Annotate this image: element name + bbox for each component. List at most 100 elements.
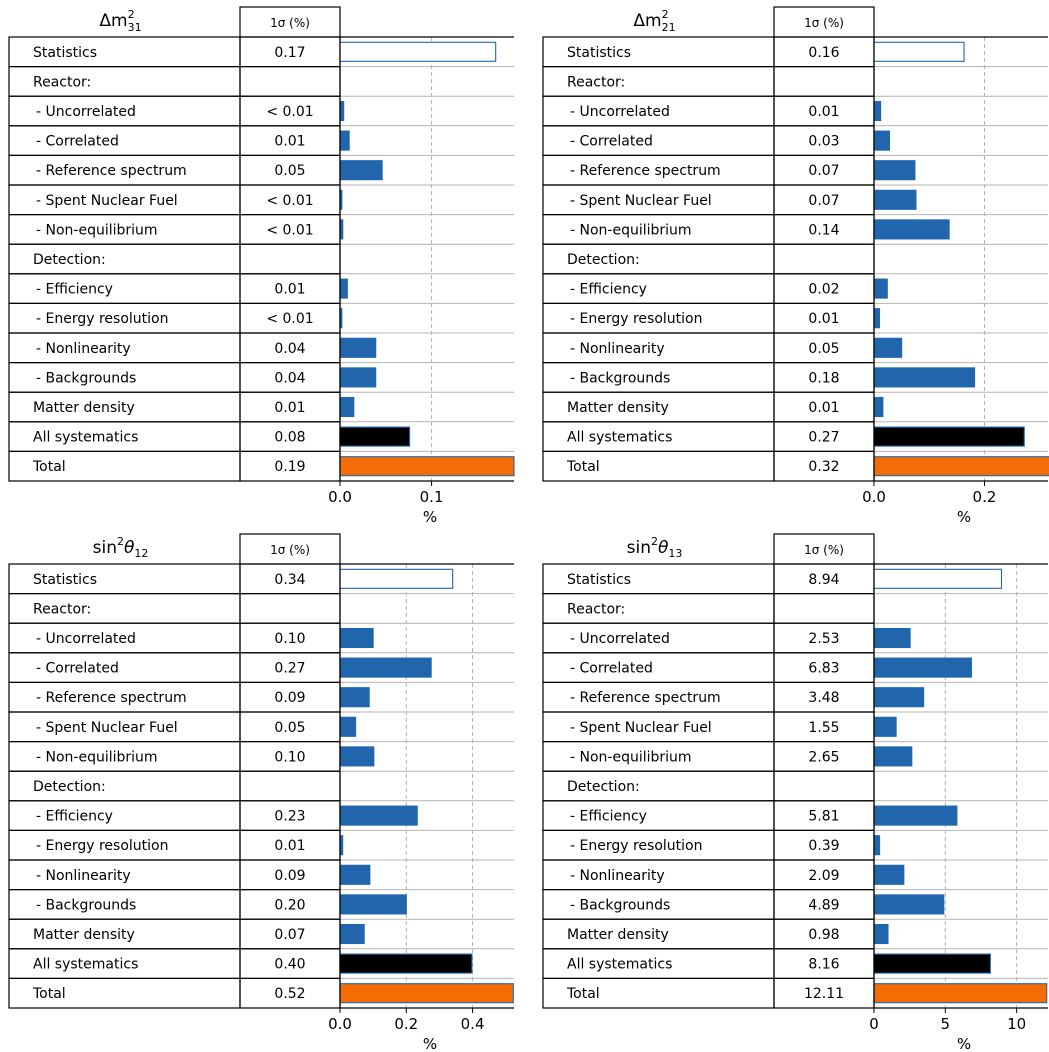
x-tick-label: 0.4 xyxy=(461,1015,485,1033)
row-label: - Backgrounds xyxy=(36,897,136,913)
title-superscript: 2 xyxy=(128,8,135,21)
row-sigma: < 0.01 xyxy=(266,222,313,238)
bar-bar xyxy=(339,687,370,708)
bar-total xyxy=(873,456,1049,477)
row-label: - Efficiency xyxy=(570,809,647,825)
row-label: Matter density xyxy=(567,927,669,943)
row-label: - Uncorrelated xyxy=(36,631,136,647)
row-sigma: 12.11 xyxy=(804,986,844,1002)
row-label: - Correlated xyxy=(36,134,119,150)
row-label: - Efficiency xyxy=(36,809,113,825)
sigma-cell xyxy=(773,770,875,802)
bar-syst xyxy=(339,953,473,974)
row-label: - Uncorrelated xyxy=(570,631,670,647)
row-label: - Reference spectrum xyxy=(570,690,721,706)
title-subscript: 13 xyxy=(668,547,682,560)
row-sigma: 6.83 xyxy=(808,661,839,677)
row-sigma: 0.01 xyxy=(274,838,305,854)
bar-bar xyxy=(339,367,377,388)
row-sigma: 8.94 xyxy=(808,572,839,588)
row-sigma: 0.52 xyxy=(274,986,305,1002)
row-sigma: 0.20 xyxy=(274,897,305,913)
row-label: Detection: xyxy=(567,252,640,268)
row-sigma: 0.05 xyxy=(274,163,305,179)
bar-bar xyxy=(873,308,881,329)
bar-bar xyxy=(873,278,888,299)
bar-stat xyxy=(873,568,1003,589)
bar-bar xyxy=(339,337,377,358)
row-sigma: 0.19 xyxy=(274,459,305,475)
row-label: - Nonlinearity xyxy=(36,341,131,357)
row-label: - Energy resolution xyxy=(36,311,168,327)
row-label: - Uncorrelated xyxy=(570,104,670,120)
panel-3: sin2θ12 1σ (%) Statistics 0.34 Reactor: - Unc… xyxy=(8,533,514,1052)
panel-1: Δm2 31 1σ (%) Statistics 0.17 Reactor: - Uncor… xyxy=(8,6,515,526)
row-label: - Spent Nuclear Fuel xyxy=(570,720,712,736)
bar-bar xyxy=(873,627,911,649)
row-sigma: 0.03 xyxy=(808,134,839,150)
row-label: Matter density xyxy=(33,927,135,943)
row-sigma: 0.05 xyxy=(808,341,839,357)
row-label: Statistics xyxy=(567,45,631,61)
x-axis-label: % xyxy=(957,508,971,526)
row-sigma: 0.17 xyxy=(274,45,305,61)
panel-title: Δm2 31 xyxy=(99,8,141,34)
title-subscript: 21 xyxy=(662,21,676,34)
row-sigma: 0.01 xyxy=(808,400,839,416)
row-sigma: 1.55 xyxy=(808,720,839,736)
row-label: - Reference spectrum xyxy=(36,690,187,706)
row-sigma: 0.23 xyxy=(274,809,305,825)
bar-bar xyxy=(339,894,407,915)
row-label: - Nonlinearity xyxy=(36,868,131,884)
sigma-cell xyxy=(239,770,341,802)
bar-bar xyxy=(873,835,881,856)
row-sigma: 0.09 xyxy=(274,868,305,884)
row-sigma: 8.16 xyxy=(808,957,839,973)
x-tick-label: 0.2 xyxy=(973,488,997,506)
row-label: - Non-equilibrium xyxy=(36,749,158,765)
row-sigma: 0.32 xyxy=(808,459,839,475)
bar-bar xyxy=(339,130,350,151)
row-sigma: 2.53 xyxy=(808,631,839,647)
bar-bar xyxy=(873,923,889,945)
title-superscript: 2 xyxy=(662,8,669,21)
x-tick-label: 0.0 xyxy=(328,488,352,506)
row-label: - Nonlinearity xyxy=(570,868,665,884)
bar-bar xyxy=(339,627,374,649)
bar-bar xyxy=(873,894,945,915)
row-sigma: 3.48 xyxy=(808,690,839,706)
title-subscript: 12 xyxy=(134,547,148,560)
x-axis-label: % xyxy=(423,1035,437,1052)
row-label: All systematics xyxy=(33,957,138,973)
row-label: Reactor: xyxy=(567,601,625,617)
row-sigma: 0.10 xyxy=(274,631,305,647)
row-sigma: 0.01 xyxy=(274,400,305,416)
row-label: - Correlated xyxy=(36,661,119,677)
sigma-header: 1σ (%) xyxy=(804,16,844,30)
title-subscript: 31 xyxy=(128,21,142,34)
row-label: Reactor: xyxy=(33,74,91,90)
bar-total xyxy=(339,456,515,477)
bar-bar xyxy=(873,219,950,240)
bar-syst xyxy=(339,426,411,447)
row-label: Reactor: xyxy=(33,601,91,617)
bar-total xyxy=(873,983,1048,1004)
row-label: - Backgrounds xyxy=(570,370,670,386)
row-label: Total xyxy=(566,986,600,1002)
bar-bar xyxy=(339,160,383,181)
bar-bar xyxy=(873,716,897,737)
bar-syst xyxy=(873,426,1025,447)
title-base: Δm xyxy=(633,11,661,31)
bar-bar xyxy=(873,367,976,388)
bar-bar xyxy=(339,716,357,737)
x-tick-label: 0 xyxy=(869,1015,879,1033)
row-label: - Energy resolution xyxy=(570,838,702,854)
title-base: Δm xyxy=(99,11,127,31)
row-sigma: 0.34 xyxy=(274,572,305,588)
row-sigma: < 0.01 xyxy=(266,311,313,327)
row-sigma: < 0.01 xyxy=(266,104,313,120)
row-sigma: 0.14 xyxy=(808,222,839,238)
x-tick-label: 0.2 xyxy=(394,1015,418,1033)
sigma-cell xyxy=(239,65,341,97)
row-label: - Efficiency xyxy=(36,282,113,298)
